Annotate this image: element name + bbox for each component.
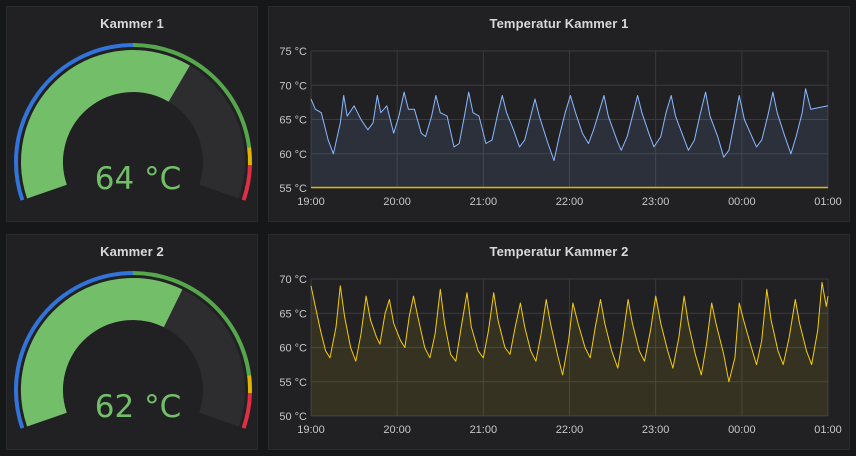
y-tick-label: 55 °C bbox=[279, 377, 307, 389]
threshold-arc-blue bbox=[14, 271, 134, 429]
y-tick-label: 50 °C bbox=[279, 411, 307, 423]
y-tick-label: 70 °C bbox=[279, 80, 307, 92]
series-area bbox=[311, 282, 828, 416]
gauge-value-arc bbox=[21, 278, 183, 427]
x-tick-label: 20:00 bbox=[383, 424, 411, 436]
graph-panel-kammer-1[interactable]: Temperatur Kammer 1 55 °C 60 °C 65 °C 70 °C… bbox=[268, 6, 850, 222]
gauge-value-text: 62 °C bbox=[95, 389, 181, 425]
threshold-arc-green bbox=[132, 271, 252, 376]
x-tick-label: 01:00 bbox=[814, 196, 842, 208]
panel-title[interactable]: Kammer 1 bbox=[100, 16, 164, 31]
series-area bbox=[311, 88, 828, 188]
x-tick-label: 23:00 bbox=[642, 196, 670, 208]
y-tick-label: 60 °C bbox=[279, 343, 307, 355]
threshold-arc-yellow bbox=[247, 147, 252, 166]
y-tick-label: 75 °C bbox=[279, 46, 307, 58]
x-tick-label: 23:00 bbox=[642, 424, 670, 436]
gauge-value-text: 64 °C bbox=[95, 161, 181, 197]
x-tick-label: 00:00 bbox=[728, 424, 756, 436]
series-line[interactable] bbox=[310, 281, 829, 383]
graph-panel-kammer-2[interactable]: Temperatur Kammer 2 50 °C 55 °C 60 °C 65 °C… bbox=[268, 234, 850, 450]
gauge-value-arc bbox=[21, 50, 190, 199]
series-line[interactable] bbox=[310, 88, 829, 162]
y-tick-label: 65 °C bbox=[279, 308, 307, 320]
gauge-kammer-2: 62 °C bbox=[14, 271, 252, 429]
x-tick-label: 19:00 bbox=[297, 424, 325, 436]
x-tick-label: 22:00 bbox=[556, 196, 584, 208]
y-tick-label: 65 °C bbox=[279, 115, 307, 127]
y-tick-label: 60 °C bbox=[279, 149, 307, 161]
threshold-arc-yellow bbox=[247, 375, 252, 394]
temperature-graph-kammer-2[interactable]: 50 °C 55 °C 60 °C 65 °C 70 °C 19:00 20:00 21:00… bbox=[269, 235, 850, 450]
gauge-kammer-1: 64 °C bbox=[14, 43, 252, 201]
panel-title[interactable]: Kammer 2 bbox=[100, 244, 164, 259]
x-tick-label: 00:00 bbox=[728, 196, 756, 208]
threshold-arc-red bbox=[241, 393, 252, 429]
x-tick-label: 01:00 bbox=[814, 424, 842, 436]
panel-title[interactable]: Temperatur Kammer 1 bbox=[489, 16, 629, 31]
x-tick-label: 21:00 bbox=[470, 196, 498, 208]
y-tick-label: 55 °C bbox=[279, 183, 307, 195]
threshold-arc-red bbox=[241, 165, 252, 201]
threshold-arc-blue bbox=[14, 43, 134, 201]
temperature-graph-kammer-1[interactable]: 55 °C 60 °C 65 °C 70 °C 75 °C 19:00 20:00 21:00… bbox=[269, 7, 850, 222]
y-tick-label: 70 °C bbox=[279, 274, 307, 286]
panel-title[interactable]: Temperatur Kammer 2 bbox=[489, 244, 629, 259]
threshold-arc-green bbox=[132, 43, 252, 148]
x-tick-label: 20:00 bbox=[383, 196, 411, 208]
x-tick-label: 21:00 bbox=[470, 424, 498, 436]
x-tick-label: 19:00 bbox=[297, 196, 325, 208]
x-tick-label: 22:00 bbox=[556, 424, 584, 436]
gauge-panel-kammer-1[interactable]: Kammer 1 64 °C bbox=[6, 6, 258, 222]
gauge-panel-kammer-2[interactable]: Kammer 2 62 °C bbox=[6, 234, 258, 450]
